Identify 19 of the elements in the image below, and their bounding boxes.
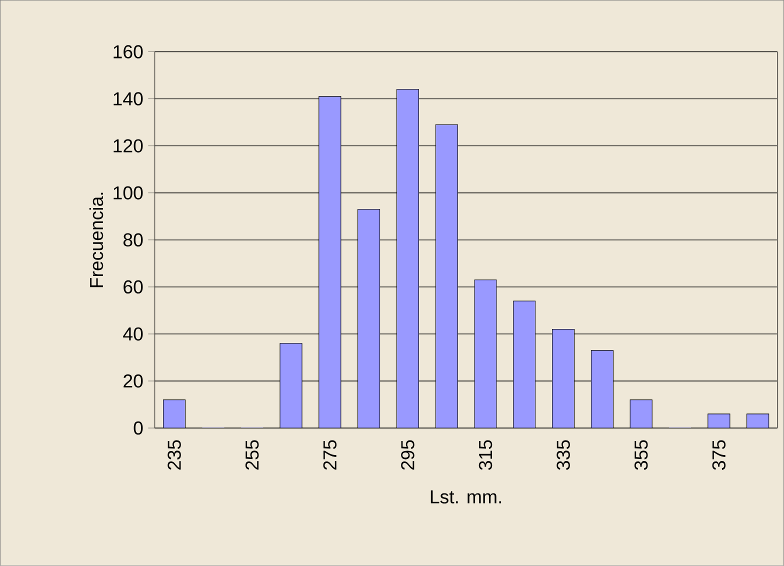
- y-axis-title: Frecuencia.: [89, 192, 104, 288]
- y-tick-label: 40: [123, 327, 143, 341]
- y-tick-label: 160: [114, 45, 143, 58]
- y-tick-label: 140: [114, 92, 143, 106]
- y-tick-label: 60: [124, 280, 143, 294]
- x-tick-label: 295: [401, 440, 414, 470]
- x-tick-label: 235: [168, 440, 181, 470]
- y-tick-label: 80: [123, 233, 143, 247]
- x-tick-label: 375: [712, 440, 726, 470]
- x-tick-label: 315: [478, 440, 492, 470]
- y-tick-label: 0: [134, 421, 143, 435]
- x-tick-label: 255: [245, 440, 259, 470]
- y-tick-label: 120: [114, 139, 143, 153]
- y-tick-label: 100: [114, 186, 143, 200]
- x-tick-label: 355: [634, 440, 648, 470]
- x-tick-label: 335: [556, 440, 570, 470]
- x-tick-label: 275: [323, 440, 337, 470]
- x-axis-title: Lst. mm.: [430, 490, 502, 504]
- y-tick-label: 20: [124, 374, 143, 388]
